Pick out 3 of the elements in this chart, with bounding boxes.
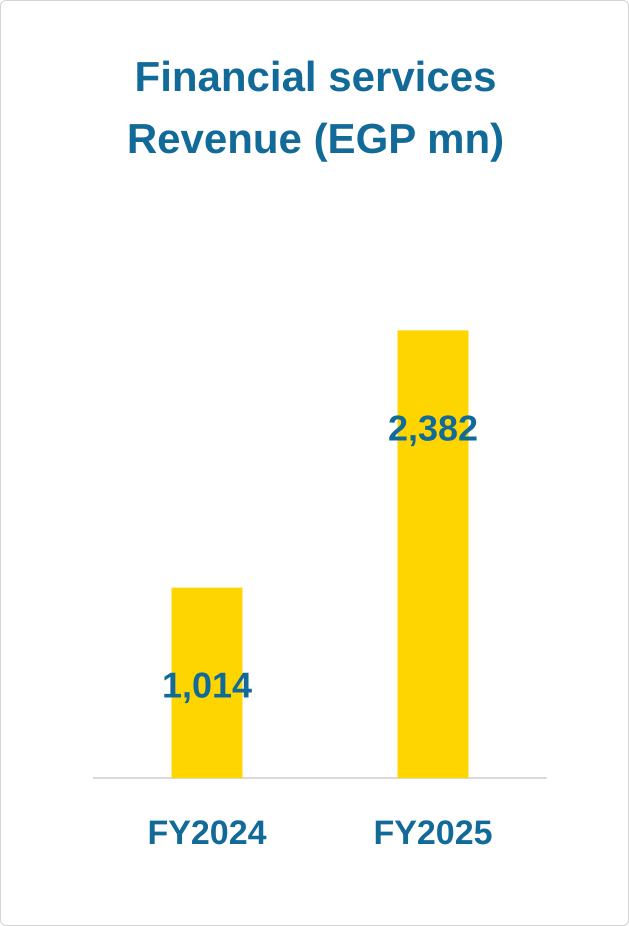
x-tick-label: FY2025 — [373, 814, 493, 852]
chart-title: Financial services Revenue (EGP mn) — [126, 52, 506, 164]
x-tick-label: FY2024 — [147, 814, 267, 852]
